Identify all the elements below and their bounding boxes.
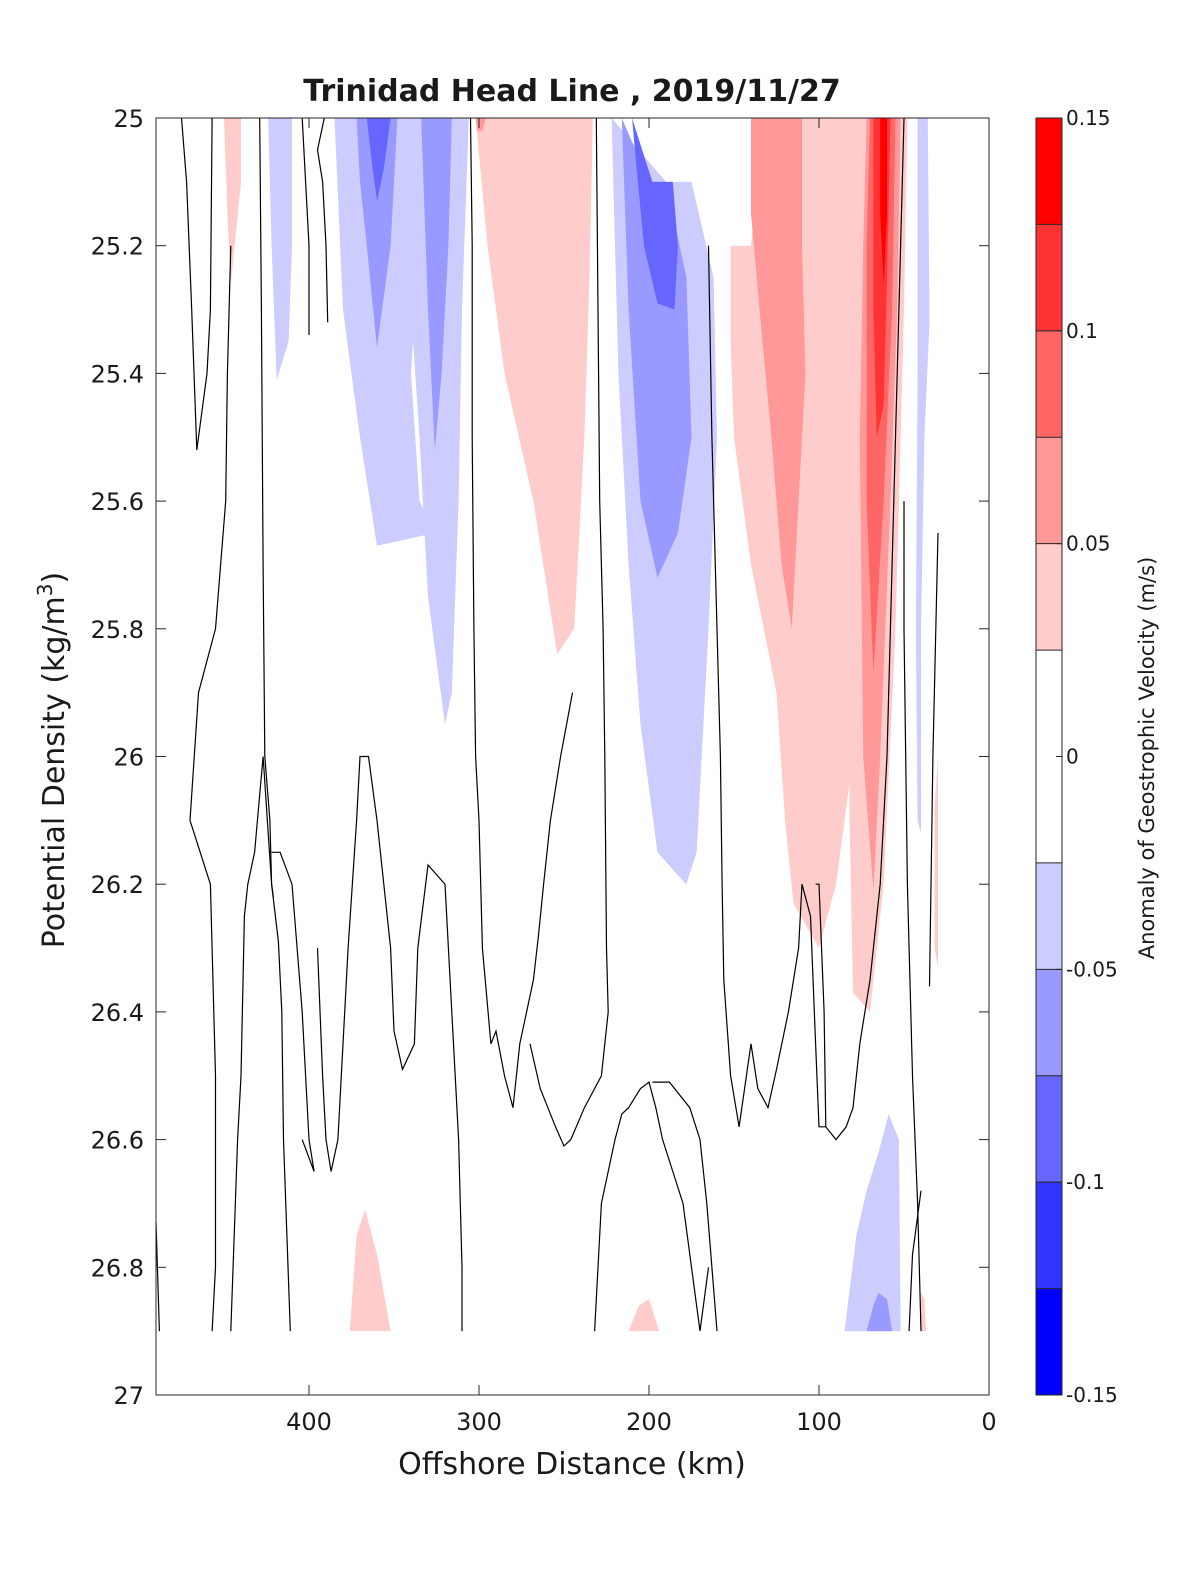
zero-contour-line-12 — [652, 1081, 718, 1332]
colorbar: 0.15 0.1 0.05 0 -0.05 -0.1 -0.15 — [1035, 106, 1118, 1407]
x-tick-label-3: 100 — [796, 1408, 842, 1436]
colorbar-swatch-7 — [1036, 969, 1062, 1076]
colorbar-tick-label-0: 0.15 — [1066, 106, 1111, 130]
velocity-region-19 — [915, 118, 930, 834]
zero-contour-line-0 — [180, 117, 213, 451]
colorbar-swatch-10 — [1036, 1288, 1062, 1395]
colorbar-swatch-8 — [1036, 1075, 1062, 1183]
x-axis-label: Offshore Distance (km) — [398, 1447, 746, 1482]
velocity-region-24 — [866, 1292, 893, 1332]
zero-contour-line-6 — [230, 756, 274, 1332]
colorbar-swatch-1 — [1036, 224, 1062, 331]
velocity-region-1 — [268, 118, 292, 380]
velocity-region-20 — [934, 756, 938, 968]
x-tick-label-4: 0 — [981, 1408, 996, 1436]
y-tick-label-5: 26 — [113, 744, 144, 772]
x-tick-label-2: 200 — [626, 1408, 672, 1436]
velocity-region-4 — [366, 118, 391, 201]
zero-contour-line-14 — [815, 883, 827, 1127]
zero-contour-line-3 — [189, 245, 232, 1332]
velocity-region-7 — [475, 118, 593, 655]
axes: 400 300 200 100 0 25 25.2 25.4 25.6 25.8 26 26.2 26.… — [91, 105, 997, 1436]
y-tick-label-4: 25.8 — [91, 616, 144, 644]
velocity-region-3 — [356, 118, 398, 348]
velocity-region-11 — [632, 118, 678, 310]
y-axis-label-superscript: 3 — [33, 583, 57, 596]
zero-contour-line-5 — [316, 117, 329, 323]
colorbar-tick-label-4: -0.05 — [1066, 957, 1118, 981]
y-tick-label-2: 25.4 — [91, 360, 144, 388]
colorbar-tick-label-6: -0.15 — [1066, 1383, 1118, 1407]
zero-contour-line-8 — [316, 755, 463, 1332]
colorbar-tick-label-2: 0.05 — [1066, 532, 1111, 556]
zero-contour-line-16 — [928, 532, 939, 987]
velocity-region-0 — [224, 118, 241, 284]
y-tick-label-7: 26.4 — [91, 999, 144, 1027]
chart-title: Trinidad Head Line , 2019/11/27 — [303, 74, 840, 109]
velocity-region-23 — [844, 1114, 901, 1332]
colorbar-swatch-0 — [1036, 118, 1062, 225]
zero-contour-line-11 — [594, 1081, 710, 1332]
colorbar-label: Anomaly of Geostrophic Velocity (m/s) — [1135, 557, 1159, 960]
colorbar-swatch-6 — [1036, 862, 1062, 970]
velocity-region-5 — [411, 118, 469, 725]
zero-contour-line-7 — [271, 851, 315, 1172]
x-tick-label-1: 300 — [456, 1408, 502, 1436]
zero-contour-line-15 — [903, 501, 922, 1332]
y-tick-label-10: 27 — [113, 1382, 144, 1410]
y-tick-label-9: 26.8 — [91, 1254, 144, 1282]
y-tick-label-0: 25 — [113, 105, 144, 133]
colorbar-swatch-2 — [1036, 330, 1062, 438]
y-tick-label-1: 25.2 — [91, 233, 144, 261]
y-axis-label-main: Potential Density (kg/m — [37, 596, 72, 948]
y-tick-label-8: 26.6 — [91, 1127, 144, 1155]
zero-contour-line-17 — [908, 1190, 922, 1332]
zero-contour-line-9 — [469, 117, 574, 1108]
zero-contour-line-10 — [529, 117, 609, 1148]
colorbar-tick-label-3: 0 — [1066, 745, 1079, 769]
velocity-region-25 — [921, 1292, 927, 1332]
zero-contour-line-1 — [155, 1222, 160, 1332]
zero-contour-line-4 — [301, 117, 310, 336]
colorbar-swatch-3 — [1036, 437, 1062, 544]
colorbar-tick-label-5: -0.1 — [1066, 1170, 1105, 1194]
y-tick-label-3: 25.6 — [91, 488, 144, 516]
velocity-region-6 — [421, 118, 452, 450]
contour-fill-group — [224, 118, 938, 1332]
velocity-region-22 — [628, 1299, 660, 1332]
velocity-region-13 — [751, 118, 806, 629]
y-tick-label-6: 26.2 — [91, 871, 144, 899]
x-tick-label-0: 400 — [286, 1408, 332, 1436]
y-axis-label: Potential Density (kg/m3) — [33, 572, 72, 948]
colorbar-tick-label-1: 0.1 — [1066, 319, 1098, 343]
colorbar-swatch-4 — [1036, 543, 1062, 651]
velocity-region-21 — [349, 1209, 391, 1332]
velocity-region-8 — [475, 118, 486, 131]
y-axis-label-close: ) — [37, 572, 72, 584]
colorbar-swatch-9 — [1036, 1182, 1062, 1289]
velocity-region-18 — [880, 118, 887, 284]
contour-line-group — [155, 117, 939, 1332]
zero-contour-line-13 — [707, 117, 905, 1141]
